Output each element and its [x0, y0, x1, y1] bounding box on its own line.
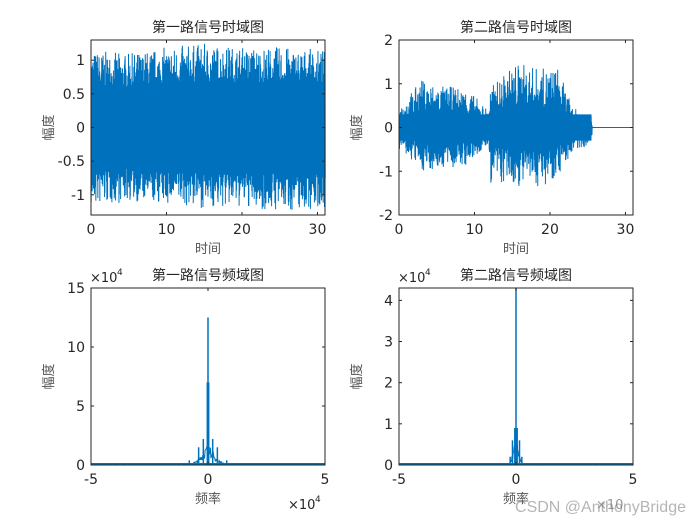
- x-tick-label: 0: [395, 222, 404, 238]
- svg-text:4: 4: [117, 268, 123, 278]
- y-tick-label: 3: [384, 335, 393, 351]
- chart-title: 第二路信号时域图: [460, 19, 572, 36]
- x-tick-label: 10: [158, 222, 176, 238]
- y-tick-label: 4: [384, 293, 393, 309]
- x-tick-label: 0: [204, 472, 213, 488]
- x-tick-label: 5: [321, 472, 330, 488]
- x-exponent: ×10: [596, 498, 623, 513]
- x-tick-label: 30: [309, 222, 327, 238]
- chart-title: 第一路信号频域图: [152, 267, 264, 284]
- y-axis-label: 幅度: [41, 114, 57, 140]
- y-tick-label: 0: [384, 458, 393, 474]
- y-tick-label: 0.5: [63, 87, 85, 103]
- y-tick-label: 2: [384, 33, 393, 49]
- y-axis-label: 幅度: [349, 363, 365, 389]
- y-tick-label: 1: [384, 417, 393, 433]
- x-axis-label: 频率: [195, 491, 221, 507]
- x-tick-label: 30: [617, 222, 635, 238]
- x-tick-label: -5: [392, 472, 406, 488]
- y-tick-label: -2: [379, 208, 393, 224]
- svg-text:4: 4: [425, 268, 431, 278]
- x-tick-label: 20: [541, 222, 559, 238]
- y-tick-label: 1: [76, 53, 85, 69]
- chart-title: 第二路信号频域图: [460, 267, 572, 284]
- y-tick-label: 0: [76, 121, 85, 137]
- y-tick-label: 2: [384, 376, 393, 392]
- y-tick-label: 10: [67, 340, 85, 356]
- x-axis-label: 频率: [503, 491, 529, 507]
- x-tick-label: -5: [84, 472, 98, 488]
- x-tick-label: 10: [466, 222, 484, 238]
- x-axis-label: 时间: [195, 242, 221, 257]
- x-exponent: ×10: [288, 498, 315, 513]
- x-axis-label: 时间: [503, 242, 529, 257]
- x-tick-label: 0: [512, 472, 521, 488]
- y-exponent: ×10: [398, 271, 425, 286]
- y-tick-label: 1: [384, 77, 393, 93]
- y-axis-label: 幅度: [41, 363, 57, 389]
- x-tick-label: 20: [233, 222, 251, 238]
- y-exponent: ×10: [90, 271, 117, 286]
- y-tick-label: 5: [76, 399, 85, 415]
- y-tick-label: -1: [71, 188, 85, 204]
- y-tick-label: 15: [67, 281, 85, 297]
- y-tick-label: -0.5: [58, 154, 85, 170]
- x-tick-label: 0: [87, 222, 96, 238]
- svg-text:4: 4: [315, 495, 321, 505]
- y-tick-label: 0: [76, 458, 85, 474]
- x-tick-label: 5: [629, 472, 638, 488]
- chart-title: 第一路信号时域图: [152, 19, 264, 36]
- y-axis-label: 幅度: [349, 114, 365, 140]
- y-tick-label: -1: [379, 164, 393, 180]
- watermark: CSDN @AnthonyBridge: [515, 499, 686, 516]
- y-tick-label: 0: [384, 121, 393, 137]
